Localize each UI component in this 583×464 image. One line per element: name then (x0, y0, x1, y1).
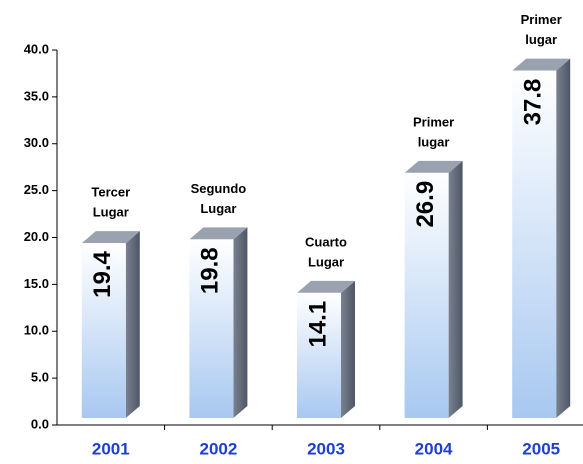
value-label: 26.9 (412, 181, 439, 228)
value-label: 37.8 (520, 79, 547, 126)
bar (81, 231, 140, 418)
x-tick-label: 2004 (415, 439, 453, 458)
bar-side (341, 280, 355, 418)
y-tick-label: 30.0 (24, 135, 49, 150)
annotation: Primer (413, 114, 454, 129)
annotation: Primer (521, 12, 562, 27)
x-tick-label: 2001 (92, 439, 130, 458)
y-tick-label: 20.0 (24, 229, 49, 244)
value-label: 14.1 (304, 301, 331, 348)
y-tick-label: 10.0 (24, 323, 49, 338)
bar-top (512, 58, 571, 71)
bar (512, 58, 571, 418)
bar (297, 280, 355, 418)
annotation: Lugar (308, 254, 344, 269)
bar-front (81, 243, 126, 418)
bar-front (189, 239, 234, 418)
annotation: Lugar (93, 205, 129, 220)
bar-side (125, 231, 140, 418)
bar-side (448, 160, 463, 418)
y-tick-label: 35.0 (24, 88, 49, 103)
bar-front (512, 70, 557, 418)
annotation: lugar (418, 134, 450, 149)
y-tick-label: 5.0 (31, 370, 49, 385)
x-tick-label: 2002 (199, 439, 237, 458)
bar-top (297, 280, 355, 293)
bar-top (404, 160, 463, 173)
bar-front (404, 172, 449, 418)
y-tick-label: 0.0 (31, 416, 49, 431)
annotation: Lugar (200, 201, 236, 216)
bar (189, 227, 248, 418)
annotation: Tercer (91, 185, 130, 200)
bar-side (556, 58, 571, 418)
bar (404, 160, 463, 418)
y-tick-label: 25.0 (24, 182, 49, 197)
x-tick-label: 2003 (307, 439, 345, 458)
annotation: Segundo (191, 181, 247, 196)
value-label: 19.8 (197, 247, 224, 294)
bar-side (233, 227, 248, 418)
y-tick-label: 40.0 (24, 41, 49, 56)
bar-front (297, 292, 341, 418)
annotation: lugar (525, 32, 557, 47)
value-label: 19.4 (89, 250, 116, 297)
bar-top (81, 231, 140, 244)
bar-top (189, 227, 248, 240)
y-tick-label: 15.0 (24, 276, 49, 291)
annotation: Cuarto (305, 234, 347, 249)
x-tick-label: 2005 (522, 439, 560, 458)
